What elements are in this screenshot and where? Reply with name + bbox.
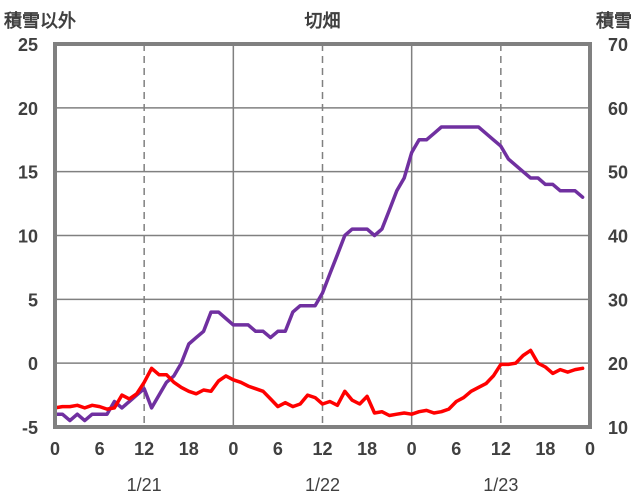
series-layer: [53, 125, 585, 423]
x-hour-tick-label: 12: [491, 439, 511, 459]
left-y-tick-label: 25: [18, 35, 38, 55]
right-y-tick-label: 20: [608, 354, 628, 374]
left-y-tick-label: 10: [18, 227, 38, 247]
left-axis-label: 積雪以外: [3, 10, 76, 32]
x-hour-tick-label: 0: [228, 439, 238, 459]
left-y-tick-label: 15: [18, 163, 38, 183]
x-hour-tick-label: 6: [95, 439, 105, 459]
x-hour-tick-label: 18: [535, 439, 555, 459]
snow-depth-series-line: [53, 125, 585, 423]
right-axis-label: 積雪: [595, 10, 632, 32]
x-hour-tick-label: 18: [357, 439, 377, 459]
right-y-tick-label: 40: [608, 227, 628, 247]
x-date-label: 1/21: [127, 475, 162, 495]
x-date-label: 1/23: [483, 475, 518, 495]
x-hour-tick-label: 0: [407, 439, 417, 459]
other-series-line: [53, 348, 585, 418]
left-y-tick-label: 20: [18, 99, 38, 119]
x-hour-tick-label: 0: [585, 439, 595, 459]
left-y-tick-label: 0: [28, 354, 38, 374]
x-hour-tick-label: 12: [134, 439, 154, 459]
right-y-tick-label: 10: [608, 418, 628, 438]
x-hour-tick-label: 6: [273, 439, 283, 459]
right-y-tick-label: 70: [608, 35, 628, 55]
x-hour-tick-label: 0: [50, 439, 60, 459]
plot-frame: [53, 42, 592, 429]
right-y-tick-label: 60: [608, 99, 628, 119]
x-hour-tick-label: 12: [312, 439, 332, 459]
right-y-tick-label: 50: [608, 163, 628, 183]
right-y-tick-label: 30: [608, 290, 628, 310]
grid: [55, 43, 590, 428]
x-hour-tick-label: 18: [179, 439, 199, 459]
left-y-tick-label: 5: [28, 290, 38, 310]
x-hour-tick-label: 6: [451, 439, 461, 459]
x-date-label: 1/22: [305, 475, 340, 495]
left-y-tick-label: -5: [22, 418, 38, 438]
chart-title: 切畑: [305, 11, 341, 32]
